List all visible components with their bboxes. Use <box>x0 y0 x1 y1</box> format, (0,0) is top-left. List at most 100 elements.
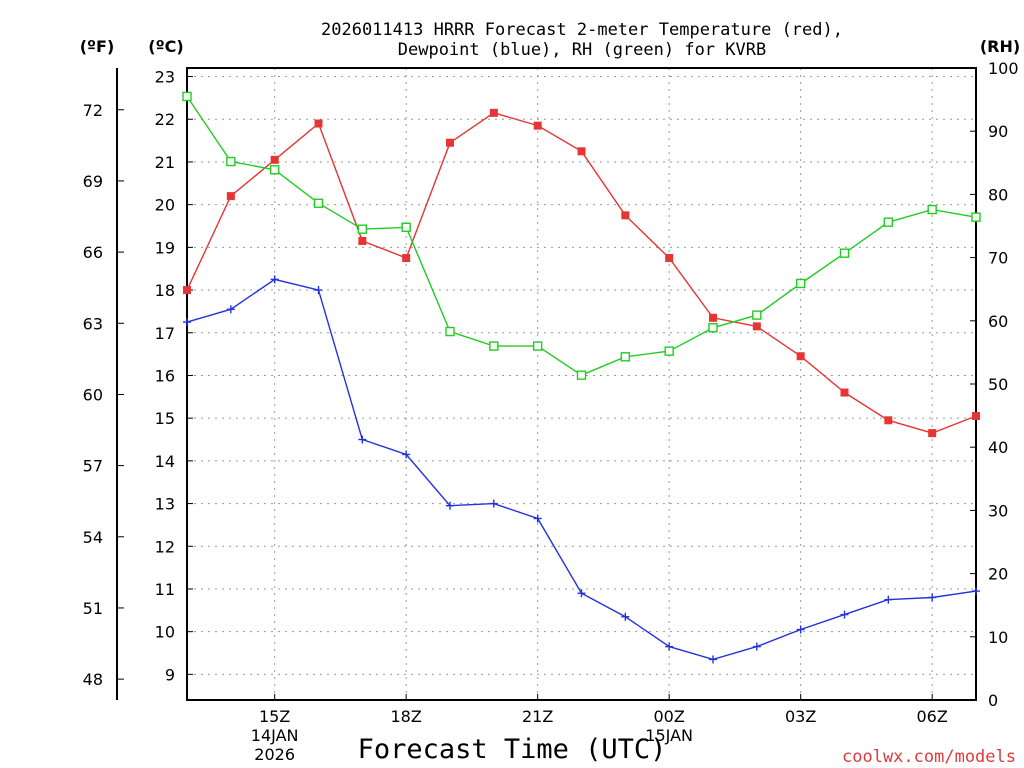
fahrenheit-tick-label: 60 <box>83 385 103 404</box>
celsius-tick-label: 20 <box>155 196 175 215</box>
dewpoint-point <box>402 450 411 459</box>
chart-title-line1: 2026011413 HRRR Forecast 2-meter Tempera… <box>321 20 843 40</box>
dewpoint-point <box>489 499 498 508</box>
dewpoint-point <box>270 275 279 284</box>
fahrenheit-tick-label: 72 <box>83 101 103 120</box>
temperature-point <box>840 388 849 397</box>
celsius-tick-label: 18 <box>155 281 175 300</box>
dewpoint-point <box>226 305 235 314</box>
x-tick-label: 15Z <box>259 707 290 726</box>
dewpoint-point <box>314 286 323 295</box>
celsius-tick-label: 10 <box>155 623 175 642</box>
celsius-tick-label: 13 <box>155 495 175 514</box>
dewpoint-point <box>533 514 542 523</box>
dewpoint-point <box>358 435 367 444</box>
rh-line <box>186 96 977 376</box>
dewpoint-point <box>446 501 454 510</box>
rh-tick-label: 80 <box>988 185 1008 204</box>
temperature-point <box>884 416 893 425</box>
rh-point <box>708 323 718 333</box>
rh-point <box>313 198 324 208</box>
temperature-point <box>621 211 630 220</box>
rh-unit-label: (RH) <box>980 37 1020 56</box>
chart-title-line2: Dewpoint (blue), RH (green) for KVRB <box>398 40 766 60</box>
x-tick-label: 03Z <box>785 707 816 726</box>
celsius-tick-label: 23 <box>155 68 175 87</box>
rh-tick-label: 20 <box>988 565 1008 584</box>
rh-tick-label: 0 <box>988 691 998 710</box>
dewpoint-point <box>884 595 893 604</box>
rh-point <box>883 217 894 227</box>
rh-point <box>752 310 762 320</box>
dewpoint-point <box>840 610 849 619</box>
rh-point <box>445 326 455 337</box>
credit-text: coolwx.com/models <box>842 747 1016 767</box>
fahrenheit-tick-label: 69 <box>83 172 103 191</box>
rh-point <box>182 91 192 102</box>
temperature-point <box>402 254 411 263</box>
rh-tick-label: 10 <box>988 628 1008 647</box>
celsius-tick-label: 17 <box>155 324 175 343</box>
rh-point <box>971 212 981 222</box>
temperature-point <box>577 147 586 156</box>
temperature-point <box>752 322 761 331</box>
temperature-line <box>186 112 977 434</box>
dewpoint-point <box>709 655 717 664</box>
temperature-point <box>358 236 367 245</box>
x-tick-date: 14JAN <box>251 726 299 745</box>
celsius-tick-label: 16 <box>155 366 175 385</box>
temperature-point <box>226 192 235 201</box>
temperature-point <box>270 155 279 164</box>
temperature-point <box>665 254 674 263</box>
temperature-point <box>533 121 542 130</box>
rh-tick-label: 70 <box>988 249 1008 268</box>
celsius-unit-label: (ºC) <box>148 37 183 56</box>
fahrenheit-tick-label: 54 <box>83 528 103 547</box>
dewpoint-point <box>577 589 586 598</box>
rh-tick-label: 100 <box>988 59 1019 78</box>
dewpoint-line <box>186 278 977 661</box>
x-tick-label: 06Z <box>917 707 948 726</box>
rh-point <box>664 346 674 356</box>
celsius-tick-label: 21 <box>155 153 175 172</box>
rh-tick-label: 50 <box>988 375 1008 394</box>
rh-tick-label: 90 <box>988 122 1008 141</box>
x-tick-label: 18Z <box>391 707 422 726</box>
fahrenheit-tick-label: 51 <box>83 599 103 618</box>
rh-point <box>489 341 499 351</box>
x-tick-label: 21Z <box>522 707 553 726</box>
rh-point <box>226 156 236 167</box>
dewpoint-point <box>972 587 980 596</box>
dewpoint-point <box>928 593 937 602</box>
rh-point <box>532 341 543 351</box>
temperature-point <box>928 429 937 438</box>
celsius-tick-label: 14 <box>155 452 175 471</box>
rh-point <box>795 278 806 289</box>
celsius-tick-label: 9 <box>165 665 175 684</box>
plot-frame <box>186 67 977 701</box>
x-axis-label: Forecast Time (UTC) <box>358 734 667 765</box>
fahrenheit-unit-label: (ºF) <box>80 37 115 56</box>
rh-point <box>401 222 411 232</box>
x-tick-date: 15JAN <box>645 726 693 745</box>
series-layer <box>182 91 981 664</box>
temperature-point <box>972 412 980 421</box>
rh-point <box>839 248 850 258</box>
rh-point <box>927 204 937 215</box>
dewpoint-point <box>752 642 761 651</box>
x-tick-year: 2026 <box>254 745 295 764</box>
celsius-tick-label: 19 <box>155 238 175 257</box>
temperature-point <box>709 313 717 322</box>
rh-tick-label: 40 <box>988 438 1008 457</box>
temperature-point <box>489 108 498 117</box>
dewpoint-point <box>796 625 805 634</box>
temperature-point <box>796 352 805 361</box>
rh-point <box>576 370 587 380</box>
y-axis-ticks: 9 10 11 12 13 14 15 16 17 18 19 20 21 22 23 48 51 54 57 60 6… <box>83 59 1019 710</box>
fahrenheit-tick-label: 66 <box>83 243 103 262</box>
celsius-tick-label: 22 <box>155 110 175 129</box>
rh-tick-label: 30 <box>988 501 1008 520</box>
rh-tick-label: 60 <box>988 312 1008 331</box>
celsius-tick-label: 15 <box>155 409 175 428</box>
